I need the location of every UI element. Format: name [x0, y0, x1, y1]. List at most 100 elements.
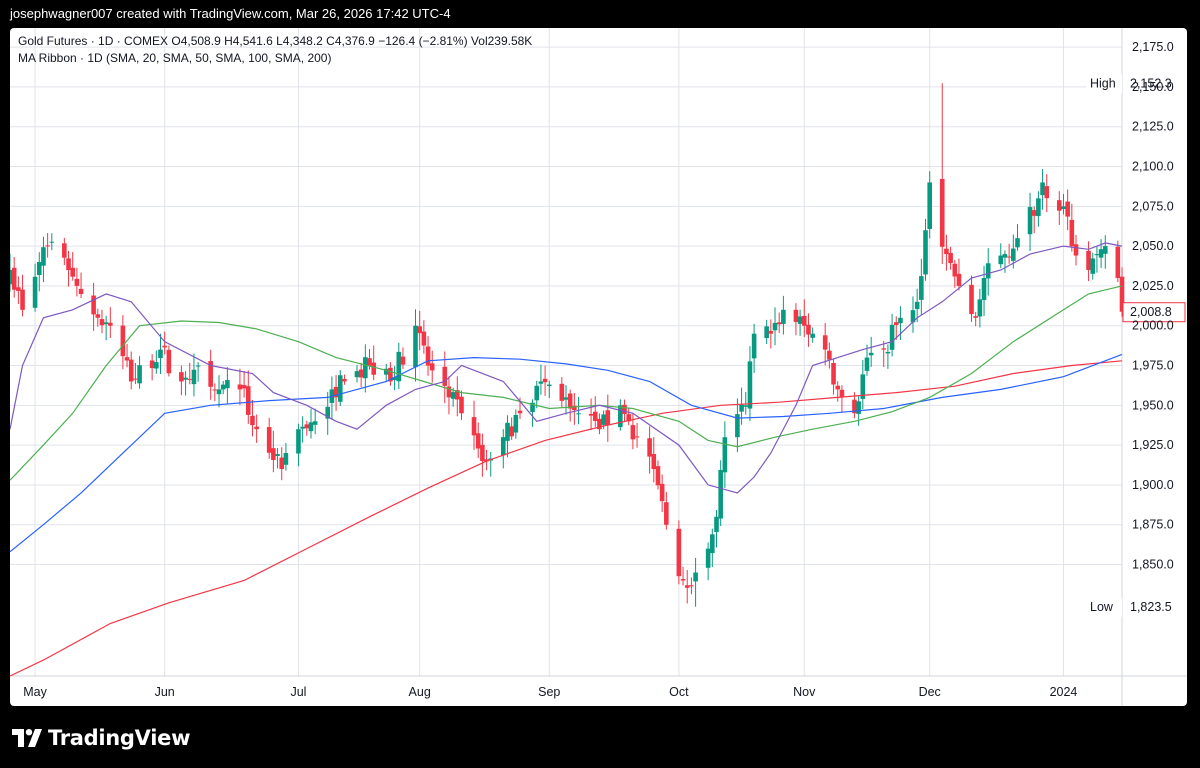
candle-body	[195, 365, 201, 367]
candle-body	[49, 241, 55, 243]
candle-body	[981, 277, 987, 301]
candle-body	[998, 255, 1004, 265]
candle-body	[250, 415, 255, 426]
time-axis[interactable]: AprMayJunJulAugSepOctNovDec2024	[10, 685, 1077, 699]
low-marker-box	[1123, 597, 1185, 617]
candle-body	[124, 357, 130, 361]
candle-body	[158, 349, 163, 359]
candle-body	[898, 317, 903, 324]
candle-body	[20, 289, 25, 310]
candle-body	[312, 421, 318, 425]
candle-body	[597, 418, 602, 430]
candle-body	[1090, 258, 1096, 274]
candle-body	[952, 263, 958, 277]
candle-body	[45, 245, 50, 247]
candle-body	[747, 361, 753, 409]
candle-body	[128, 359, 134, 382]
candle-body	[647, 438, 652, 457]
price-tick-label: 1,950.0	[1132, 398, 1174, 412]
candle-body	[459, 396, 464, 414]
tradingview-icon	[12, 729, 42, 747]
candle-body	[576, 413, 581, 415]
candle-body	[664, 502, 669, 525]
candle-body	[977, 299, 983, 317]
price-axis[interactable]: 1,850.0 1,875.0 1,900.0 1,925.0 1,950.0 1,975…	[1132, 40, 1174, 571]
candle-body	[705, 548, 711, 568]
candle-body	[237, 384, 243, 390]
candle-body	[166, 349, 172, 374]
candle-body	[95, 314, 101, 318]
candle-body	[546, 384, 552, 386]
candle-body	[923, 230, 928, 275]
candle-body	[776, 322, 782, 325]
candle-body	[944, 248, 949, 255]
candle-body	[179, 372, 184, 382]
candle-body	[279, 457, 285, 470]
price-tick-label: 2,050.0	[1132, 239, 1174, 253]
candle-body	[680, 579, 686, 581]
candle-body	[1061, 206, 1066, 210]
candle-body	[1073, 244, 1079, 256]
candle-body	[856, 401, 861, 414]
candle-body	[969, 284, 974, 315]
candle-body	[559, 383, 565, 401]
price-chart[interactable]: 2,152.3 High 1,823.5 Low 2,008.8 1,850.0 1,87…	[10, 28, 1187, 706]
candle-body	[103, 322, 109, 325]
candle-body	[676, 528, 682, 577]
candle-body	[271, 448, 276, 460]
candle-body	[651, 454, 657, 470]
candle-body	[367, 358, 372, 366]
candle-body	[1115, 246, 1121, 278]
candle-body	[517, 410, 523, 414]
price-tick-label: 2,100.0	[1132, 160, 1174, 174]
candle-body	[32, 276, 38, 308]
candle-body	[948, 252, 953, 264]
candle-body	[864, 357, 870, 371]
candle-body	[392, 377, 397, 381]
candle-body	[421, 331, 427, 346]
candle-body	[810, 333, 815, 338]
candle-body	[500, 437, 506, 456]
time-tick-label: Dec	[919, 685, 941, 699]
candle-body	[939, 178, 945, 247]
low-marker-caption-box	[1086, 597, 1122, 617]
ma-ribbon-legend[interactable]: MA Ribbon · 1D (SMA, 20, SMA, 50, SMA, 1…	[18, 51, 332, 65]
candle-body	[1011, 248, 1016, 261]
candle-body	[710, 534, 715, 554]
candle-body	[66, 258, 71, 271]
candle-body	[618, 405, 623, 428]
symbol-legend[interactable]: Gold Futures · 1D · COMEX O4,508.9 H4,54…	[18, 34, 533, 48]
candle-body	[781, 309, 786, 324]
candle-body	[220, 384, 226, 390]
price-tick-label: 1,925.0	[1132, 438, 1174, 452]
candle-body	[764, 326, 769, 339]
candle-body	[927, 182, 932, 229]
candle-body	[208, 361, 213, 387]
candle-body	[751, 333, 757, 359]
low-marker: 1,823.5 Low	[1086, 597, 1185, 617]
candles	[10, 83, 1125, 607]
chart-panel[interactable]: 2,152.3 High 1,823.5 Low 2,008.8 1,850.0 1,87…	[10, 28, 1187, 706]
candle-body	[839, 389, 845, 398]
candle-body	[475, 433, 481, 449]
time-tick-label: Sep	[538, 685, 560, 699]
candle-body	[718, 469, 723, 519]
candle-body	[860, 374, 866, 399]
candle-body	[1056, 200, 1062, 211]
candle-body	[78, 288, 84, 295]
candle-body	[534, 385, 540, 401]
candle-body	[634, 436, 640, 438]
candle-body	[450, 392, 456, 399]
price-tick-label: 2,125.0	[1132, 120, 1174, 134]
tradingview-logo[interactable]: TradingView	[12, 726, 190, 750]
candle-body	[567, 393, 573, 409]
candle-body	[622, 404, 627, 414]
candle-body	[254, 426, 259, 430]
last-price-marker: 2,008.8	[1122, 302, 1186, 323]
candle-body	[70, 267, 76, 277]
low-marker-value: 1,823.5	[1130, 600, 1172, 614]
candle-body	[425, 346, 431, 366]
candle-body	[973, 316, 978, 318]
candle-body	[62, 243, 67, 258]
time-tick-label: May	[23, 685, 47, 699]
